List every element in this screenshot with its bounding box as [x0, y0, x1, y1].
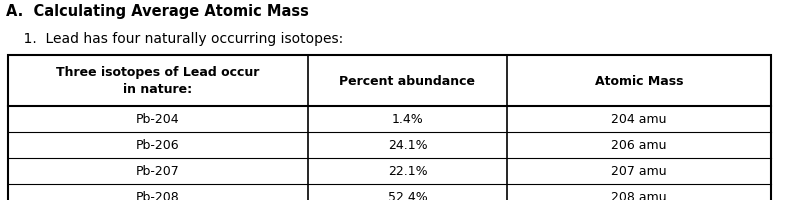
- Text: 206 amu: 206 amu: [611, 139, 667, 151]
- Text: 204 amu: 204 amu: [611, 113, 667, 125]
- Text: Pb-207: Pb-207: [136, 165, 180, 177]
- Text: 52.4%: 52.4%: [388, 191, 427, 200]
- Text: 1.  Lead has four naturally occurring isotopes:: 1. Lead has four naturally occurring iso…: [6, 32, 344, 46]
- Text: Three isotopes of Lead occur
in nature:: Three isotopes of Lead occur in nature:: [56, 66, 260, 96]
- Text: 24.1%: 24.1%: [388, 139, 427, 151]
- Text: 208 amu: 208 amu: [611, 191, 667, 200]
- Text: Percent abundance: Percent abundance: [340, 75, 475, 87]
- Text: A.  Calculating Average Atomic Mass: A. Calculating Average Atomic Mass: [6, 4, 309, 19]
- Text: Pb-206: Pb-206: [136, 139, 180, 151]
- Text: 22.1%: 22.1%: [388, 165, 427, 177]
- Text: Pb-204: Pb-204: [136, 113, 180, 125]
- Text: 207 amu: 207 amu: [611, 165, 667, 177]
- Text: Pb-208: Pb-208: [136, 191, 180, 200]
- Text: 1.4%: 1.4%: [392, 113, 423, 125]
- Text: Atomic Mass: Atomic Mass: [595, 75, 683, 87]
